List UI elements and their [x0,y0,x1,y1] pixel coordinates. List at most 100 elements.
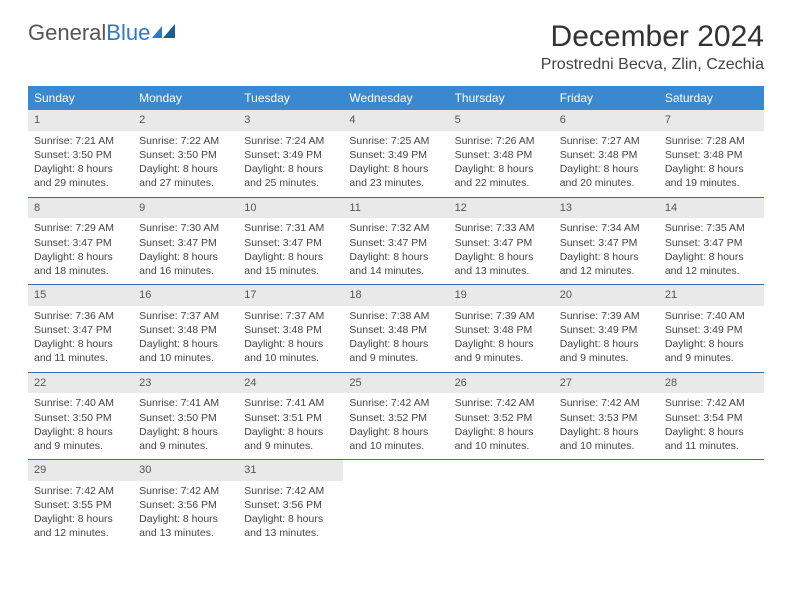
day-details: Sunrise: 7:27 AMSunset: 3:48 PMDaylight:… [554,131,659,197]
daylight-text-2: and 18 minutes. [34,264,127,278]
daylight-text-2: and 14 minutes. [349,264,442,278]
calendar-cell: 9Sunrise: 7:30 AMSunset: 3:47 PMDaylight… [133,197,238,285]
day-details: Sunrise: 7:42 AMSunset: 3:52 PMDaylight:… [343,393,448,459]
calendar-cell: 10Sunrise: 7:31 AMSunset: 3:47 PMDayligh… [238,197,343,285]
daylight-text-1: Daylight: 8 hours [139,512,232,526]
daylight-text-2: and 16 minutes. [139,264,232,278]
sunset-text: Sunset: 3:48 PM [455,323,548,337]
calendar-cell [659,460,764,547]
day-number: 6 [554,110,659,131]
day-number: 17 [238,285,343,306]
calendar-cell: 8Sunrise: 7:29 AMSunset: 3:47 PMDaylight… [28,197,133,285]
daylight-text-2: and 9 minutes. [665,351,758,365]
sunset-text: Sunset: 3:47 PM [139,236,232,250]
day-header: Thursday [449,86,554,110]
day-details: Sunrise: 7:28 AMSunset: 3:48 PMDaylight:… [659,131,764,197]
day-details: Sunrise: 7:41 AMSunset: 3:51 PMDaylight:… [238,393,343,459]
sunset-text: Sunset: 3:53 PM [560,411,653,425]
sunset-text: Sunset: 3:56 PM [139,498,232,512]
daylight-text-1: Daylight: 8 hours [560,425,653,439]
logo-mark-icon [152,20,178,46]
calendar-cell: 7Sunrise: 7:28 AMSunset: 3:48 PMDaylight… [659,110,764,197]
daylight-text-2: and 9 minutes. [139,439,232,453]
day-number: 19 [449,285,554,306]
sunrise-text: Sunrise: 7:42 AM [139,484,232,498]
day-number: 28 [659,373,764,394]
day-header: Sunday [28,86,133,110]
day-number: 16 [133,285,238,306]
daylight-text-1: Daylight: 8 hours [349,425,442,439]
daylight-text-1: Daylight: 8 hours [34,250,127,264]
day-number: 12 [449,198,554,219]
daylight-text-2: and 27 minutes. [139,176,232,190]
day-header: Monday [133,86,238,110]
sunset-text: Sunset: 3:50 PM [34,148,127,162]
daylight-text-2: and 10 minutes. [139,351,232,365]
calendar-cell: 3Sunrise: 7:24 AMSunset: 3:49 PMDaylight… [238,110,343,197]
location-text: Prostredni Becva, Zlin, Czechia [541,56,764,74]
day-number: 1 [28,110,133,131]
daylight-text-1: Daylight: 8 hours [139,162,232,176]
daylight-text-1: Daylight: 8 hours [34,512,127,526]
calendar-cell [449,460,554,547]
sunset-text: Sunset: 3:49 PM [665,323,758,337]
sunset-text: Sunset: 3:47 PM [34,323,127,337]
brand-part2: Blue [106,20,150,46]
calendar-cell: 15Sunrise: 7:36 AMSunset: 3:47 PMDayligh… [28,285,133,373]
daylight-text-1: Daylight: 8 hours [665,337,758,351]
daylight-text-1: Daylight: 8 hours [244,162,337,176]
daylight-text-2: and 10 minutes. [560,439,653,453]
sunset-text: Sunset: 3:56 PM [244,498,337,512]
day-number: 10 [238,198,343,219]
sunrise-text: Sunrise: 7:30 AM [139,221,232,235]
day-number: 2 [133,110,238,131]
daylight-text-2: and 9 minutes. [560,351,653,365]
daylight-text-2: and 9 minutes. [244,439,337,453]
calendar-cell: 22Sunrise: 7:40 AMSunset: 3:50 PMDayligh… [28,372,133,460]
day-number: 13 [554,198,659,219]
sunrise-text: Sunrise: 7:41 AM [139,396,232,410]
day-header: Friday [554,86,659,110]
sunset-text: Sunset: 3:50 PM [139,411,232,425]
daylight-text-1: Daylight: 8 hours [139,425,232,439]
day-number: 29 [28,460,133,481]
day-details: Sunrise: 7:31 AMSunset: 3:47 PMDaylight:… [238,218,343,284]
sunrise-text: Sunrise: 7:28 AM [665,134,758,148]
day-details: Sunrise: 7:39 AMSunset: 3:49 PMDaylight:… [554,306,659,372]
sunrise-text: Sunrise: 7:31 AM [244,221,337,235]
calendar-cell: 25Sunrise: 7:42 AMSunset: 3:52 PMDayligh… [343,372,448,460]
day-details: Sunrise: 7:38 AMSunset: 3:48 PMDaylight:… [343,306,448,372]
sunrise-text: Sunrise: 7:36 AM [34,309,127,323]
calendar-row: 22Sunrise: 7:40 AMSunset: 3:50 PMDayligh… [28,372,764,460]
sunset-text: Sunset: 3:50 PM [139,148,232,162]
daylight-text-2: and 12 minutes. [560,264,653,278]
daylight-text-2: and 22 minutes. [455,176,548,190]
calendar-cell [554,460,659,547]
calendar-cell: 6Sunrise: 7:27 AMSunset: 3:48 PMDaylight… [554,110,659,197]
calendar-cell: 5Sunrise: 7:26 AMSunset: 3:48 PMDaylight… [449,110,554,197]
day-details: Sunrise: 7:37 AMSunset: 3:48 PMDaylight:… [133,306,238,372]
calendar-table: Sunday Monday Tuesday Wednesday Thursday… [28,86,764,547]
day-number: 8 [28,198,133,219]
daylight-text-1: Daylight: 8 hours [455,337,548,351]
sunrise-text: Sunrise: 7:40 AM [34,396,127,410]
month-title: December 2024 [541,20,764,54]
day-details: Sunrise: 7:33 AMSunset: 3:47 PMDaylight:… [449,218,554,284]
day-details: Sunrise: 7:32 AMSunset: 3:47 PMDaylight:… [343,218,448,284]
calendar-cell: 26Sunrise: 7:42 AMSunset: 3:52 PMDayligh… [449,372,554,460]
sunset-text: Sunset: 3:47 PM [349,236,442,250]
day-details: Sunrise: 7:24 AMSunset: 3:49 PMDaylight:… [238,131,343,197]
sunset-text: Sunset: 3:52 PM [349,411,442,425]
daylight-text-1: Daylight: 8 hours [34,425,127,439]
day-details: Sunrise: 7:22 AMSunset: 3:50 PMDaylight:… [133,131,238,197]
daylight-text-1: Daylight: 8 hours [560,162,653,176]
sunrise-text: Sunrise: 7:26 AM [455,134,548,148]
day-details: Sunrise: 7:42 AMSunset: 3:56 PMDaylight:… [238,481,343,547]
day-details: Sunrise: 7:26 AMSunset: 3:48 PMDaylight:… [449,131,554,197]
daylight-text-1: Daylight: 8 hours [560,250,653,264]
daylight-text-2: and 12 minutes. [34,526,127,540]
sunrise-text: Sunrise: 7:39 AM [560,309,653,323]
day-number: 24 [238,373,343,394]
daylight-text-2: and 9 minutes. [349,351,442,365]
day-details: Sunrise: 7:35 AMSunset: 3:47 PMDaylight:… [659,218,764,284]
